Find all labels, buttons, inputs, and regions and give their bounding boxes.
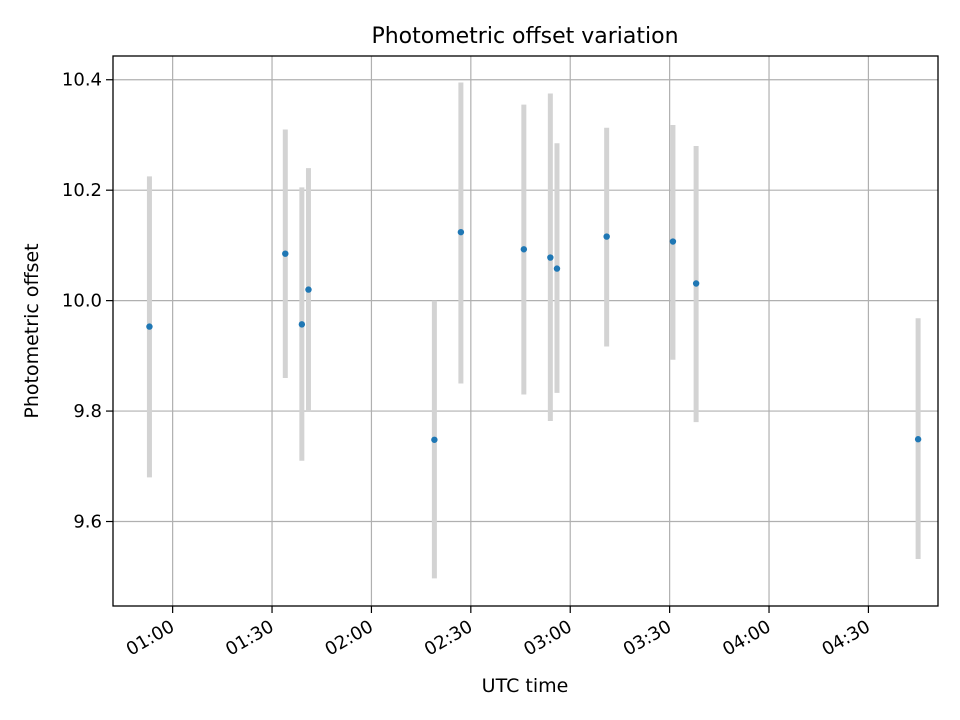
data-point: [520, 246, 528, 253]
error-bars: [146, 82, 921, 579]
data-point: [457, 228, 465, 236]
data-point: [547, 254, 554, 261]
y-tick-label: 9.8: [73, 401, 102, 422]
data-point: [431, 436, 438, 443]
x-tick-label: 02:00: [322, 616, 377, 660]
data-point: [669, 238, 677, 245]
x-tick-label: 01:30: [222, 616, 277, 660]
data-point: [553, 265, 561, 272]
x-tick-label: 03:00: [520, 616, 575, 660]
x-tick-label: 02:30: [421, 616, 476, 660]
y-axis-label: Photometric offset: [21, 243, 43, 418]
data-point: [914, 436, 922, 443]
data-point: [146, 323, 153, 330]
y-tick-label: 10.0: [62, 291, 102, 312]
data-point: [298, 321, 306, 328]
grid-lines: [113, 56, 938, 606]
data-point: [692, 280, 700, 287]
y-tick-label: 10.2: [62, 180, 102, 201]
y-tick-label: 9.6: [73, 512, 102, 533]
data-point: [305, 286, 312, 293]
x-axis-ticks: 01:00 01:30 02:00 02:30 03:00 03:30 04:00 04:30: [123, 606, 874, 660]
x-tick-label: 01:00: [123, 616, 178, 660]
x-tick-label: 04:00: [719, 616, 774, 660]
y-tick-label: 10.4: [62, 70, 102, 91]
x-tick-label: 04:30: [818, 616, 873, 660]
chart-title: Photometric offset variation: [371, 24, 678, 49]
x-axis-label: UTC time: [482, 675, 569, 697]
plot-frame: [112, 55, 939, 607]
data-point: [603, 233, 610, 240]
data-point: [282, 250, 289, 257]
data-points: [146, 228, 922, 443]
x-tick-label: 03:30: [620, 616, 675, 660]
y-axis-ticks: 9.6 9.8 10.0 10.2 10.4: [62, 70, 113, 533]
